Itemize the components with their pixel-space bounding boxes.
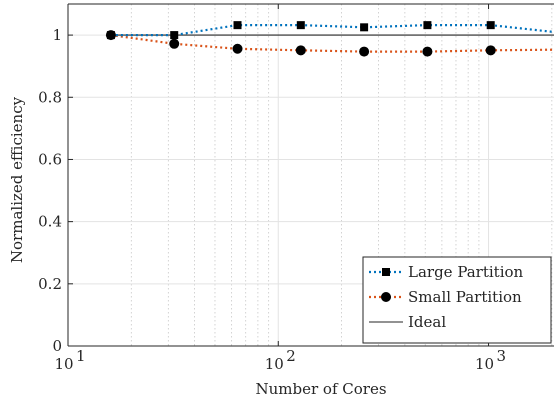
legend-label: Ideal [408,313,446,331]
data-point [360,23,369,32]
x-tick-exponent: 1 [76,347,86,365]
y-tick-label: 0 [52,337,62,355]
data-point [296,21,305,30]
data-point [423,21,432,30]
y-tick-label: 0.6 [38,150,62,168]
axes [67,3,554,347]
data-point [106,31,115,40]
x-tick-base: 10 [475,355,494,373]
series-line [110,34,554,53]
data-point [359,46,370,57]
legend-label: Large Partition [408,263,524,281]
x-tick-base: 10 [54,355,73,373]
data-point [486,21,495,30]
x-tick-label: 10 2 [265,347,296,373]
data-point [295,45,306,56]
series-large-partition [106,21,554,40]
y-tick-label: 1 [52,26,62,44]
data-point [170,31,179,40]
legend-item: Large Partition [369,263,524,281]
data-point [169,38,180,49]
x-tick-label: 10 1 [54,347,85,373]
data-point [232,43,243,54]
legend: Large Partition Small Partition Ideal [362,256,552,344]
series-line [110,24,554,37]
x-tick-base: 10 [265,355,284,373]
legend-marker [381,292,391,302]
legend-item: Small Partition [369,288,522,306]
y-axis-label: Normalized efficiency [8,96,26,263]
x-tick-exponent: 3 [497,347,507,365]
y-tick-label: 0.4 [38,213,62,231]
data-point [485,45,496,56]
tick-labels: 10 1 10 2 10 300.20.40.60.81 [38,26,506,373]
x-tick-label: 10 3 [475,347,506,373]
legend-marker [382,268,390,276]
x-axis-label: Number of Cores [255,380,386,398]
y-tick-label: 0.8 [38,88,62,106]
x-tick-exponent: 2 [286,347,296,365]
y-tick-label: 0.2 [38,275,62,293]
legend-item: Ideal [369,313,446,331]
data-point [422,46,433,57]
legend-label: Small Partition [408,288,522,306]
series-small-partition [105,30,554,57]
data-point [233,21,242,30]
series-layer [105,21,554,57]
